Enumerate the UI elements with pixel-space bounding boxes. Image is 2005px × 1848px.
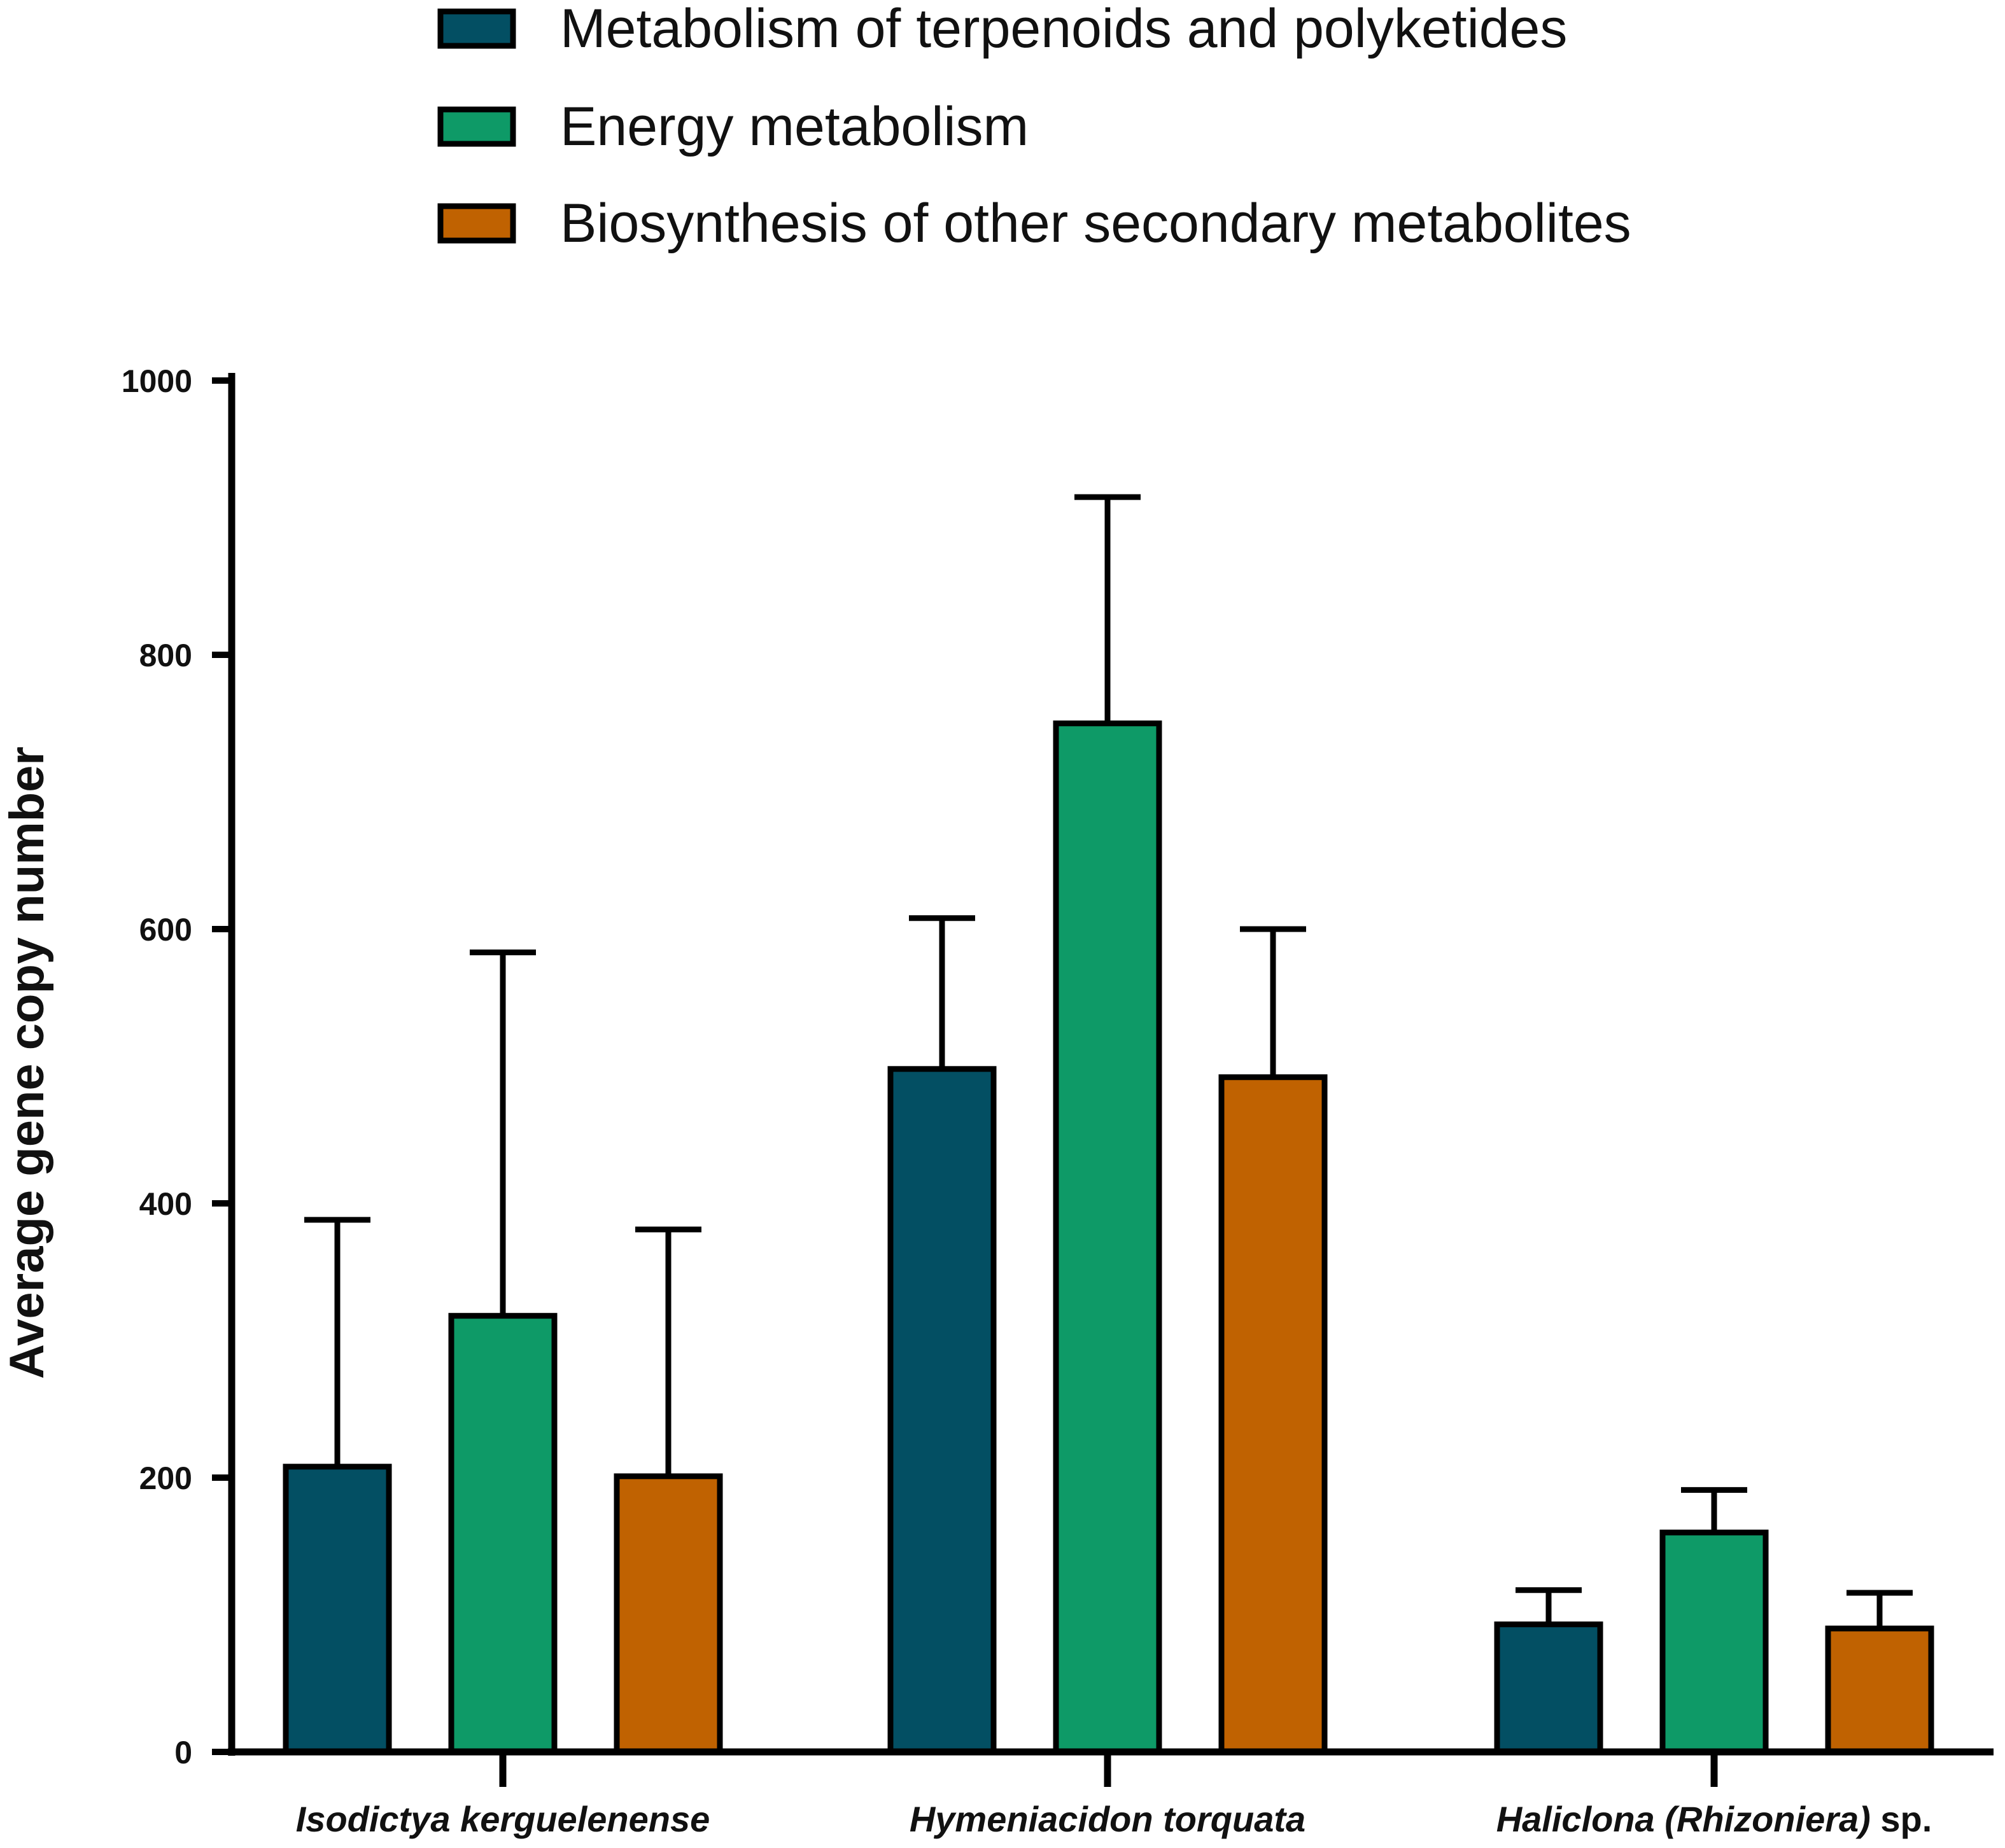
y-tick-label: 0 (174, 1735, 192, 1770)
bars (283, 720, 1934, 1755)
y-ticks: 0 200 400 600 800 1000 (122, 363, 232, 1770)
bar-metabolism-of-terpenoids-and-polyketides-isodictya-kerguelenense (283, 1464, 392, 1755)
bar-biosynthesis-of-other-secondary-metabolites-hymeniacidon-torquata (1218, 1074, 1328, 1755)
x-ticks: Isodictya kerguelenense Hymeniacidon torq… (296, 1752, 1932, 1839)
axes: 0 200 400 600 800 1000 Isodictya kerguelenens… (122, 363, 1994, 1839)
error-bars (304, 494, 1913, 1629)
y-tick-label: 600 (139, 912, 192, 948)
y-tick-label: 400 (139, 1186, 192, 1222)
y-axis-title: Average gene copy number (0, 746, 54, 1379)
legend-swatch-energy-metabolism (437, 106, 516, 147)
bar-metabolism-of-terpenoids-and-polyketides-haliclona-rhizoniera (1494, 1621, 1603, 1755)
legend-label-energy-metabolism: Energy metabolism (560, 96, 1029, 157)
legend-label-biosynthesis-of-other-secondary-metabolites: Biosynthesis of other secondary metaboli… (560, 193, 1631, 254)
bar-energy-metabolism-isodictya-kerguelenense (448, 1313, 558, 1755)
y-tick-label: 200 (139, 1460, 192, 1496)
x-tick-label-haliclona-rhizoniera: Haliclona (Rhizoniera) sp. (1496, 1799, 1932, 1839)
bar-metabolism-of-terpenoids-and-polyketides-hymeniacidon-torquata (887, 1066, 997, 1755)
legend-swatch-metabolism-of-terpenoids-and-polyketides (437, 8, 516, 49)
bar-biosynthesis-of-other-secondary-metabolites-haliclona-rhizoniera (1825, 1625, 1934, 1755)
x-tick-label-hymeniacidon-torquata: Hymeniacidon torquata (910, 1799, 1305, 1839)
bar-energy-metabolism-haliclona-rhizoniera (1659, 1529, 1769, 1755)
legend: Metabolism of terpenoids and polyketides… (437, 0, 1631, 254)
x-tick-label-isodictya-kerguelenense: Isodictya kerguelenense (296, 1799, 710, 1839)
y-tick-label: 1000 (122, 363, 192, 399)
bar-biosynthesis-of-other-secondary-metabolites-isodictya-kerguelenense (614, 1473, 723, 1755)
legend-label-metabolism-of-terpenoids-and-polyketides: Metabolism of terpenoids and polyketides (560, 0, 1567, 59)
bar-energy-metabolism-hymeniacidon-torquata (1053, 720, 1162, 1755)
y-tick-label: 800 (139, 638, 192, 673)
legend-swatch-biosynthesis-of-other-secondary-metabolites (437, 203, 516, 244)
